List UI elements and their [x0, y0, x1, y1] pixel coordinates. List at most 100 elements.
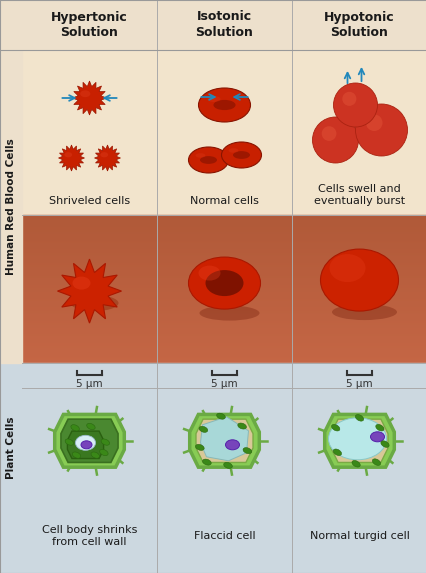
Ellipse shape	[331, 425, 339, 431]
Bar	[22, 231, 426, 232]
Bar	[22, 246, 426, 247]
Ellipse shape	[331, 304, 396, 320]
Bar	[22, 312, 426, 313]
Bar	[22, 338, 426, 339]
Text: Normal cells: Normal cells	[190, 196, 258, 206]
Text: Flaccid cell: Flaccid cell	[193, 531, 255, 541]
Ellipse shape	[228, 148, 238, 153]
Bar	[22, 356, 426, 357]
Bar	[22, 290, 426, 291]
Ellipse shape	[199, 305, 259, 320]
Ellipse shape	[375, 425, 383, 431]
Bar	[22, 252, 426, 253]
Bar	[22, 250, 426, 251]
Bar	[22, 287, 426, 288]
Circle shape	[321, 126, 336, 141]
Bar	[22, 264, 426, 265]
Polygon shape	[200, 417, 248, 461]
Bar	[22, 284, 426, 285]
Bar	[22, 351, 426, 352]
Bar	[22, 348, 426, 349]
Bar	[22, 292, 426, 293]
Ellipse shape	[205, 270, 243, 296]
Bar	[22, 337, 426, 338]
Bar	[22, 272, 426, 273]
Bar	[22, 335, 426, 336]
Bar	[22, 248, 426, 249]
Ellipse shape	[70, 295, 118, 311]
Bar	[22, 269, 426, 270]
Bar	[22, 271, 426, 272]
Bar	[22, 320, 426, 321]
Polygon shape	[55, 414, 124, 467]
Ellipse shape	[320, 249, 397, 311]
Bar	[22, 277, 426, 278]
Bar	[22, 241, 426, 242]
Ellipse shape	[188, 257, 260, 309]
Bar	[22, 355, 426, 356]
Bar	[0, 50, 426, 215]
Bar	[22, 360, 426, 361]
Bar	[22, 236, 426, 237]
Bar	[22, 328, 426, 329]
Bar	[22, 309, 426, 310]
Bar	[22, 343, 426, 344]
Bar	[0, 50, 22, 363]
Bar	[22, 257, 426, 258]
Text: Hypotonic
Solution: Hypotonic Solution	[323, 10, 394, 40]
Bar	[22, 263, 426, 264]
Ellipse shape	[225, 440, 239, 450]
Bar	[22, 262, 426, 263]
Polygon shape	[94, 145, 120, 171]
Bar	[22, 280, 426, 281]
Bar	[22, 347, 426, 348]
Bar	[22, 303, 426, 304]
Polygon shape	[196, 419, 253, 462]
Bar	[22, 357, 426, 358]
Bar	[22, 226, 426, 227]
Circle shape	[342, 92, 356, 106]
Ellipse shape	[371, 459, 380, 465]
Bar	[22, 224, 426, 225]
Bar	[22, 261, 426, 262]
Bar	[22, 233, 426, 234]
Ellipse shape	[99, 449, 108, 456]
Bar	[22, 341, 426, 342]
Bar	[22, 219, 426, 220]
Bar	[22, 270, 426, 271]
Text: Cells swell and
eventually burst: Cells swell and eventually burst	[313, 184, 404, 206]
Bar	[22, 308, 426, 309]
Bar	[22, 331, 426, 332]
Ellipse shape	[233, 151, 249, 159]
Bar	[22, 358, 426, 359]
Bar	[22, 225, 426, 226]
Bar	[22, 260, 426, 261]
Text: Human Red Blood Cells: Human Red Blood Cells	[6, 138, 16, 275]
Bar	[22, 336, 426, 337]
Bar	[22, 332, 426, 333]
Bar	[22, 324, 426, 325]
Bar	[22, 249, 426, 250]
Bar	[22, 323, 426, 324]
Bar	[22, 273, 426, 274]
Bar	[22, 256, 426, 257]
Bar	[22, 221, 426, 222]
Ellipse shape	[198, 88, 250, 122]
Ellipse shape	[328, 418, 386, 460]
Text: Isotonic
Solution: Isotonic Solution	[195, 10, 253, 40]
Bar	[22, 315, 426, 316]
Bar	[22, 274, 426, 275]
Bar	[22, 330, 426, 331]
Bar	[22, 243, 426, 244]
Bar	[22, 281, 426, 282]
Bar	[22, 314, 426, 315]
Bar	[22, 238, 426, 239]
Ellipse shape	[199, 426, 207, 432]
Ellipse shape	[198, 265, 220, 281]
Ellipse shape	[354, 414, 363, 421]
Polygon shape	[67, 431, 104, 458]
Bar	[22, 229, 426, 230]
Ellipse shape	[380, 441, 388, 448]
Bar	[22, 217, 426, 218]
Bar	[22, 362, 426, 363]
